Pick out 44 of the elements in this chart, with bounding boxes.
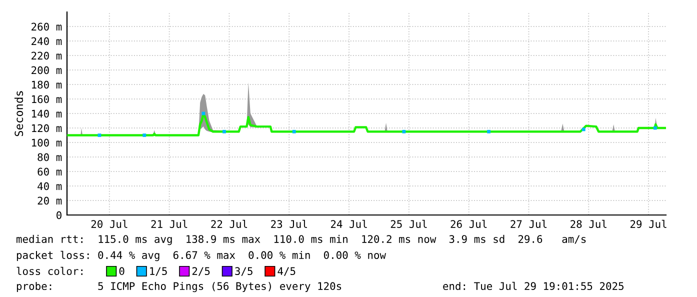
y-tick-label: 140 m [32, 110, 62, 118]
y-tick-label: 240 m [32, 37, 62, 46]
legend-label: 3/5 [235, 267, 252, 276]
y-tick-label: 20 m [38, 196, 62, 205]
x-tick-label: 27 Jul [510, 220, 547, 228]
legend-title: loss color: [16, 266, 82, 276]
y-tick-label: 220 m [32, 52, 62, 60]
legend-label: 2/5 [192, 267, 210, 276]
point [487, 130, 490, 134]
point [582, 128, 586, 132]
point [402, 130, 406, 134]
line-series [67, 112, 666, 136]
y-tick-label: 80 m [38, 153, 62, 162]
x-tick-label: 23 Jul [271, 220, 307, 228]
y-tick-label: 120 m [32, 124, 62, 132]
text: median rtt: 115.0 ms avg 138.9 ms max 110.0 ms min 120.2 ms now 3.9 ms sd 29.6 am/s [16, 234, 586, 246]
x-tick-label: 24 Jul [330, 220, 367, 228]
x-tick-label: 28 Jul [570, 220, 606, 228]
text: probe: 5 ICMP Echo Pings (56 Bytes) every 120s end: Tue Jul 29 19:01:55 2025 [16, 282, 624, 292]
y-tick-label: 160 m [32, 95, 62, 104]
x-tick-label: 29 Jul [630, 220, 666, 228]
x-tick-label: 20 Jul [91, 220, 128, 228]
x-tick-label: 21 Jul [151, 220, 188, 228]
point [292, 130, 296, 134]
y-tick-label: 200 m [32, 66, 62, 74]
y-tick-label: 40 m [38, 182, 62, 190]
point [653, 126, 657, 130]
y-tick-label: 260 m [32, 22, 62, 31]
point [222, 130, 226, 134]
y-axis-title: Seconds [14, 91, 24, 136]
legend-label: 1/5 [150, 267, 167, 276]
point [98, 134, 102, 137]
x-tick-label: 25 Jul [390, 220, 427, 228]
point [202, 112, 206, 116]
x-tick-label: 22 Jul [211, 220, 248, 228]
x-tick-label: 26 Jul [450, 220, 487, 228]
y-tick-label: 100 m [32, 138, 62, 147]
y-tick-label: 60 m [38, 168, 62, 176]
point [142, 134, 146, 137]
legend-label: 0 [119, 267, 124, 276]
text: packet loss: 0.44 % avg 6.67 % max 0.00 % min 0.00 % now [16, 250, 386, 262]
legend-label: 4/5 [278, 267, 296, 276]
y-tick-label: 180 m [32, 80, 62, 89]
y-tick-label: 0 [56, 211, 62, 220]
